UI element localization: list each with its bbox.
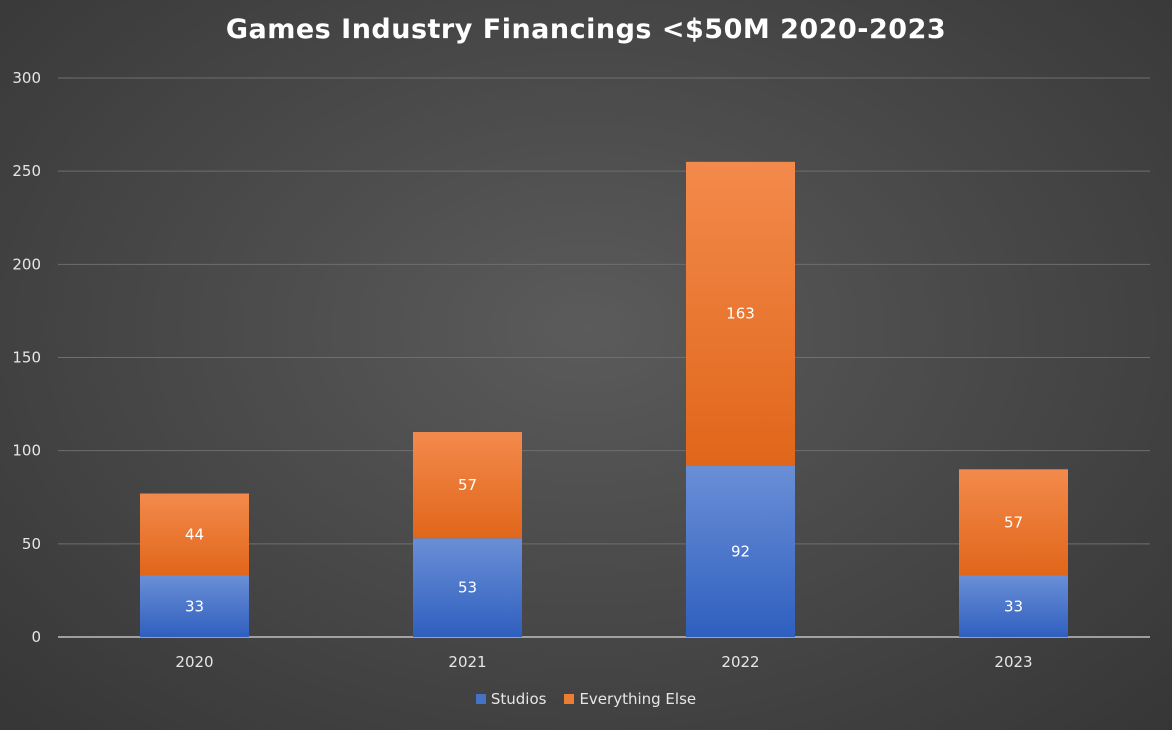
- y-tick-label: 250: [12, 162, 41, 180]
- bar-everything-else-2022: [686, 161, 795, 466]
- legend-label-studios: Studios: [490, 690, 547, 708]
- bar-studios-2020: [140, 575, 249, 637]
- data-label-studios-2023: 33: [1004, 597, 1023, 615]
- chart-title: Games Industry Financings <$50M 2020-202…: [225, 14, 947, 45]
- data-label-studios-2022: 92: [731, 542, 750, 560]
- y-axis-ticks: 0 50 100 150 200 250 300: [12, 69, 41, 646]
- x-tick-label: 2022: [721, 653, 759, 671]
- y-tick-label: 300: [12, 69, 41, 87]
- data-label-everything-else-2023: 57: [1004, 513, 1023, 531]
- bar-studios-2021: [413, 538, 522, 637]
- y-tick-label: 150: [12, 349, 41, 367]
- bar-studios-2023: [959, 575, 1068, 637]
- legend-swatch-studios: [475, 694, 486, 704]
- y-tick-label: 200: [12, 255, 41, 273]
- bar-everything-else-2020: [140, 493, 249, 576]
- y-tick-label: 100: [12, 442, 41, 460]
- bar-everything-else-2021: [413, 432, 522, 539]
- legend-item-studios: Studios: [475, 690, 547, 708]
- bar-studios-2022: [686, 465, 795, 637]
- data-labels: 33 44 53 57 92 163 33 57: [185, 305, 1023, 616]
- legend-label-everything-else: Everything Else: [579, 690, 697, 708]
- legend-swatch-everything-else: [564, 694, 575, 704]
- x-tick-label: 2021: [448, 653, 486, 671]
- x-axis-ticks: 2020 2021 2022 2023: [175, 653, 1032, 671]
- x-tick-label: 2020: [175, 653, 213, 671]
- x-tick-label: 2023: [994, 653, 1032, 671]
- data-label-studios-2020: 33: [185, 597, 204, 615]
- legend-item-everything-else: Everything Else: [564, 690, 696, 708]
- data-label-studios-2021: 53: [458, 579, 477, 597]
- data-label-everything-else-2022: 163: [726, 305, 755, 323]
- bars: [140, 161, 1068, 637]
- y-tick-label: 0: [31, 628, 41, 646]
- data-label-everything-else-2021: 57: [458, 476, 477, 494]
- legend: Studios Everything Else: [0, 690, 1172, 708]
- bar-everything-else-2023: [959, 469, 1068, 576]
- data-label-everything-else-2020: 44: [185, 526, 204, 544]
- y-tick-label: 50: [22, 535, 41, 553]
